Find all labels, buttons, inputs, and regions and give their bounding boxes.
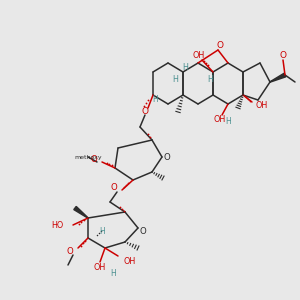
Polygon shape [270, 73, 286, 82]
Text: H: H [182, 64, 188, 73]
Text: H: H [172, 76, 178, 85]
Text: OH: OH [256, 100, 268, 109]
Text: O: O [217, 40, 224, 50]
Text: H: H [99, 227, 105, 236]
Text: H: H [207, 76, 213, 85]
Text: O: O [142, 107, 148, 116]
Text: H: H [152, 95, 158, 104]
Text: O: O [110, 184, 117, 193]
Text: O: O [66, 248, 73, 256]
Text: O: O [280, 50, 286, 59]
Text: O: O [90, 155, 97, 164]
Text: H: H [225, 118, 231, 127]
Text: O: O [164, 152, 170, 161]
Text: H: H [110, 269, 116, 278]
Text: O: O [140, 226, 146, 236]
Text: methoxy: methoxy [74, 154, 102, 160]
Polygon shape [74, 206, 88, 218]
Text: OH: OH [193, 52, 205, 61]
Text: OH: OH [123, 257, 135, 266]
Text: HO: HO [52, 221, 64, 230]
Text: OH: OH [214, 116, 226, 124]
Text: OH: OH [94, 263, 106, 272]
